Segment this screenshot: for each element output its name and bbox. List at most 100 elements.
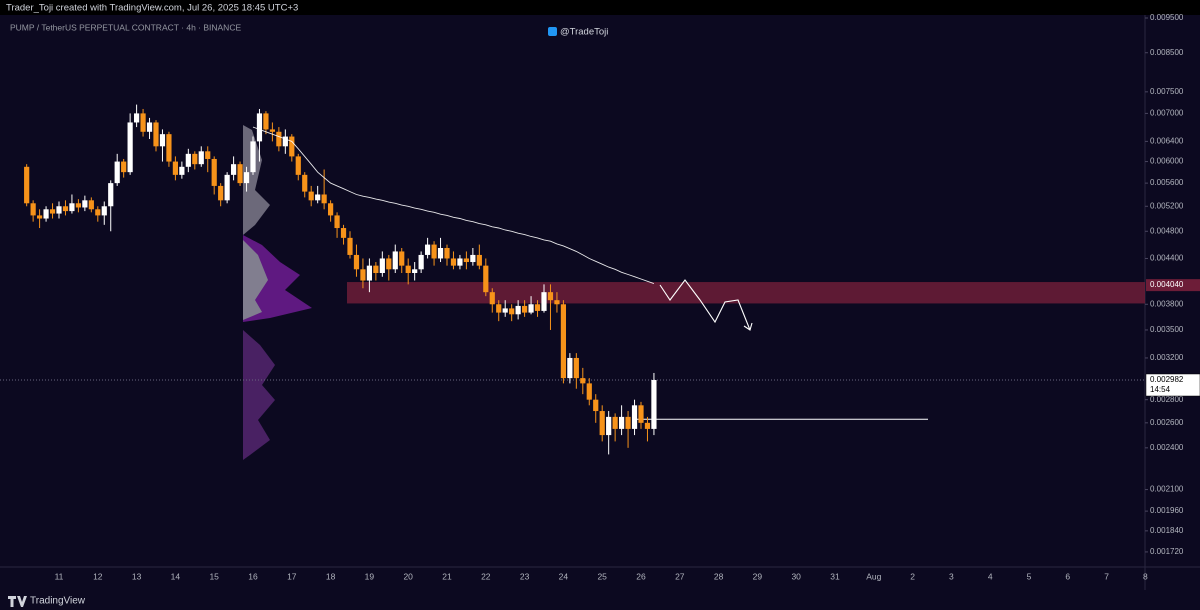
brand: TradingView [30, 596, 86, 607]
x-tick-label: 14 [171, 571, 181, 581]
watermark-icon [548, 27, 557, 36]
candle-body [231, 164, 237, 175]
candle-body [651, 380, 657, 429]
candle-body [405, 265, 411, 273]
x-tick-label: 16 [248, 571, 258, 581]
candle-body [30, 203, 36, 216]
candle-body [502, 308, 508, 313]
candle-body [211, 158, 217, 186]
candle-body [302, 174, 308, 192]
candle-body [256, 113, 263, 142]
candle-body [476, 254, 482, 266]
candle-body [431, 244, 437, 259]
y-tick-label: 0.003200 [1150, 353, 1184, 362]
volume-profile [243, 125, 312, 460]
candle-body [386, 258, 392, 270]
candle-body [315, 194, 321, 201]
candle-body [205, 151, 211, 159]
candle-body [289, 136, 295, 157]
candle-body [127, 122, 133, 173]
candle-body [328, 203, 334, 216]
candle-body [62, 206, 69, 212]
y-tick-label: 0.001840 [1150, 526, 1184, 535]
chart-title: PUMP / TetherUS PERPETUAL CONTRACT · 4h … [10, 22, 241, 32]
candle-body [263, 113, 269, 130]
candle-body [43, 209, 49, 219]
price-label-box [1146, 279, 1200, 292]
candle-body [134, 113, 140, 123]
candle-body [547, 292, 554, 301]
x-tick-label: 8 [1143, 571, 1148, 581]
candle-body [250, 141, 256, 173]
header-text: Trader_Toji created with TradingView.com… [6, 3, 298, 14]
candle-body [554, 300, 560, 305]
candle-body [509, 308, 515, 315]
candle-body [606, 416, 612, 436]
watermark: @TradeToji [560, 27, 608, 38]
y-tick-label: 0.001960 [1150, 506, 1184, 515]
candle-body [586, 383, 592, 400]
candle-body [121, 161, 127, 173]
candle-body [69, 203, 75, 212]
x-tick-label: Aug [866, 571, 881, 581]
candle-body [295, 156, 301, 175]
y-tick-label: 0.003800 [1150, 299, 1184, 308]
candle-body [88, 200, 94, 210]
brand-logo [8, 596, 27, 607]
candle-body [37, 215, 43, 219]
y-tick-label: 0.006400 [1150, 137, 1184, 146]
profile-value-area-gray [243, 240, 268, 320]
x-tick-label: 17 [287, 571, 297, 581]
candle-body [172, 161, 178, 175]
candle-body [56, 206, 62, 214]
x-tick-label: 13 [132, 571, 142, 581]
candle-body [515, 305, 521, 315]
candle-body [146, 122, 153, 132]
candle-body [75, 203, 81, 208]
candle-body [625, 416, 631, 429]
candle-body [528, 304, 534, 313]
x-tick-label: 22 [481, 571, 491, 581]
candle-body [237, 164, 243, 184]
x-tick-label: 21 [442, 571, 452, 581]
x-tick-label: 26 [636, 571, 646, 581]
candle-body [450, 258, 457, 266]
candle-body [644, 422, 651, 429]
candle-body [522, 305, 528, 313]
candle-body [24, 166, 30, 204]
x-tick-label: 24 [559, 571, 569, 581]
candle-body [224, 174, 230, 201]
candle-body [373, 265, 379, 273]
y-tick-label: 0.004400 [1150, 254, 1184, 263]
candle-body [347, 237, 353, 255]
candle-body [185, 153, 191, 167]
candle-body [166, 134, 172, 162]
x-tick-label: 2 [910, 571, 915, 581]
x-tick-label: 11 [55, 571, 64, 581]
candle-body [619, 416, 625, 429]
x-tick-label: 3 [949, 571, 954, 581]
candle-body [437, 247, 444, 259]
x-tick-label: 23 [520, 571, 530, 581]
candle-body [463, 258, 469, 263]
x-tick-label: 27 [675, 571, 685, 581]
candle-body [560, 304, 566, 379]
candle-body [573, 357, 579, 379]
x-tick-label: 25 [597, 571, 607, 581]
y-tick-label: 0.004800 [1150, 226, 1184, 235]
y-tick-label: 0.002800 [1150, 395, 1184, 404]
candle-body [534, 304, 541, 311]
y-tick-label: 0.002400 [1150, 443, 1184, 452]
candle-body [483, 265, 489, 293]
x-tick-label: 28 [714, 571, 724, 581]
candle-body [457, 258, 463, 266]
x-tick-label: 15 [209, 571, 219, 581]
x-tick-label: 19 [365, 571, 375, 581]
y-tick-label: 0.008500 [1150, 48, 1184, 57]
candle-body [379, 258, 385, 273]
candle-body [198, 151, 204, 165]
x-tick-label: 4 [988, 571, 993, 581]
candle-body [82, 200, 88, 208]
y-tick-label: 0.009500 [1150, 13, 1184, 22]
